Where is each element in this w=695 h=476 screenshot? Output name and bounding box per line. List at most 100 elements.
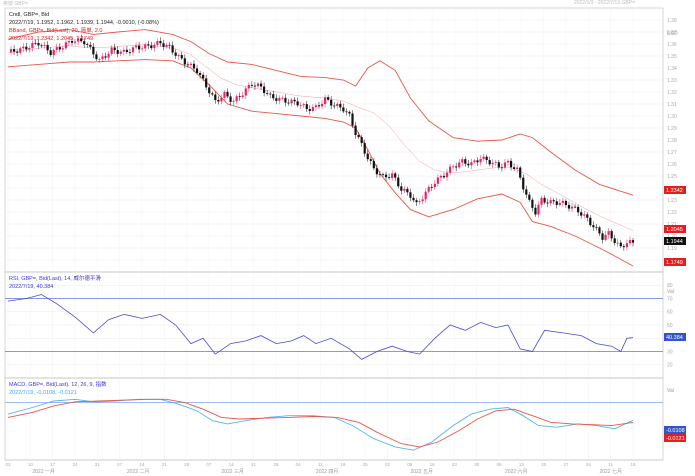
candle-body xyxy=(567,205,571,209)
candle-body xyxy=(381,174,385,176)
date-tick-label: 27 xyxy=(564,462,570,467)
candle-body xyxy=(58,47,61,50)
rsi-tick-label: 20 xyxy=(667,363,673,369)
candle-body xyxy=(500,167,504,169)
window-title: 英镑 GBP= xyxy=(3,1,28,7)
candle-body xyxy=(476,160,479,163)
date-tick-label: 19 xyxy=(340,462,346,467)
candle-body xyxy=(156,41,159,45)
candle-body xyxy=(509,160,513,168)
candle-body xyxy=(37,42,40,46)
candle-body xyxy=(543,197,546,203)
price-tick-label: 1.26 xyxy=(667,162,677,168)
candle-body xyxy=(25,46,28,50)
candle-body xyxy=(229,96,232,102)
candle-body xyxy=(351,113,354,126)
candle-body xyxy=(519,167,522,178)
date-tick-label: 28 xyxy=(184,462,190,467)
candle-body xyxy=(616,242,619,244)
candle-body xyxy=(217,100,220,102)
candle-body xyxy=(61,48,64,50)
candle-body xyxy=(461,159,464,163)
date-tick-label: 21 xyxy=(162,462,168,467)
candles xyxy=(9,34,635,251)
month-label: 2022 五月 xyxy=(410,469,433,475)
date-range: 2022/1/3 - 2022/7/19 GBP= xyxy=(573,0,635,6)
candle-body xyxy=(186,64,189,66)
candle-body xyxy=(287,102,290,104)
candle-body xyxy=(220,97,223,102)
date-tick-label: 24 xyxy=(72,462,78,467)
candle-body xyxy=(494,162,497,164)
candle-body xyxy=(631,240,635,243)
candle-body xyxy=(247,84,250,89)
macd-plot xyxy=(5,398,663,451)
price-tick-label: 1.27 xyxy=(667,150,677,156)
candle-body xyxy=(485,156,488,161)
date-tick-label: 21 xyxy=(251,462,257,467)
candle-body xyxy=(430,186,433,188)
macd-axis-unit: Val xyxy=(667,388,674,394)
candle-body xyxy=(98,59,101,60)
candle-body xyxy=(131,47,135,53)
candle-body xyxy=(223,91,226,98)
candle-body xyxy=(528,194,531,200)
candle-body xyxy=(445,172,449,178)
candle-body xyxy=(128,52,132,53)
candle-body xyxy=(357,134,360,138)
candle-body xyxy=(144,44,147,49)
candle-body xyxy=(592,225,595,228)
rsi-tick-label: 30 xyxy=(667,349,673,355)
date-tick-label: 17 xyxy=(50,462,56,467)
candle-body xyxy=(83,41,86,45)
candle-body xyxy=(506,160,510,163)
candle-body xyxy=(455,166,458,168)
svg-text:1.1944: 1.1944 xyxy=(666,239,683,245)
candle-body xyxy=(159,41,162,44)
candle-body xyxy=(305,104,308,110)
candle-body xyxy=(320,103,324,107)
rsi-tick-label: 80 xyxy=(667,283,673,289)
price-tick-label: 1.35 xyxy=(667,54,677,60)
rsi-tick-label: 70 xyxy=(667,296,673,302)
price-tick-label: 1.21 xyxy=(667,222,677,228)
candle-body xyxy=(177,55,180,56)
candle-body xyxy=(43,44,46,46)
date-tick-label: 20 xyxy=(541,462,547,467)
price-tick-label: 1.30 xyxy=(667,114,677,120)
candle-body xyxy=(336,103,339,107)
candle-body xyxy=(610,231,613,239)
candle-body xyxy=(479,159,482,163)
candle-body xyxy=(153,44,156,49)
candle-body xyxy=(241,95,244,98)
month-label: 2022 二月 xyxy=(127,469,150,475)
candle-body xyxy=(512,167,516,169)
candle-body xyxy=(540,197,543,205)
month-label: 2022 三月 xyxy=(221,469,244,475)
candle-body xyxy=(46,44,49,51)
candle-body xyxy=(9,49,13,53)
rsi-legend: RSI, GBP=, Bid(Last), 14, 威尔德平滑 2022/7/1… xyxy=(9,274,101,290)
candle-body xyxy=(323,97,327,104)
date-tick-label: 28 xyxy=(273,462,279,467)
date-tick-label: 03 xyxy=(6,462,12,467)
price-tick-label: 1.36 xyxy=(667,42,677,48)
candle-body xyxy=(211,93,214,95)
candle-body xyxy=(452,166,455,168)
candle-body xyxy=(573,206,577,208)
macd-legend: MACD, GBP=, Bid(Last), 12, 26, 9, 指数 202… xyxy=(9,380,107,396)
candle-body xyxy=(589,217,592,226)
candle-body xyxy=(442,175,446,178)
lower-band-label: 1.1749 xyxy=(664,258,686,266)
candle-body xyxy=(171,45,174,53)
upper-band-line xyxy=(7,29,634,196)
candle-body xyxy=(427,186,430,192)
price-tick-label: 1.20 xyxy=(667,234,677,240)
date-tick-label: 23 xyxy=(452,462,458,467)
candle-body xyxy=(397,177,400,187)
candle-body xyxy=(278,97,281,101)
candle-body xyxy=(244,88,247,96)
candle-body xyxy=(363,143,366,154)
middle-band-line xyxy=(7,44,634,231)
rsi-axis-unit: Val xyxy=(667,289,674,295)
